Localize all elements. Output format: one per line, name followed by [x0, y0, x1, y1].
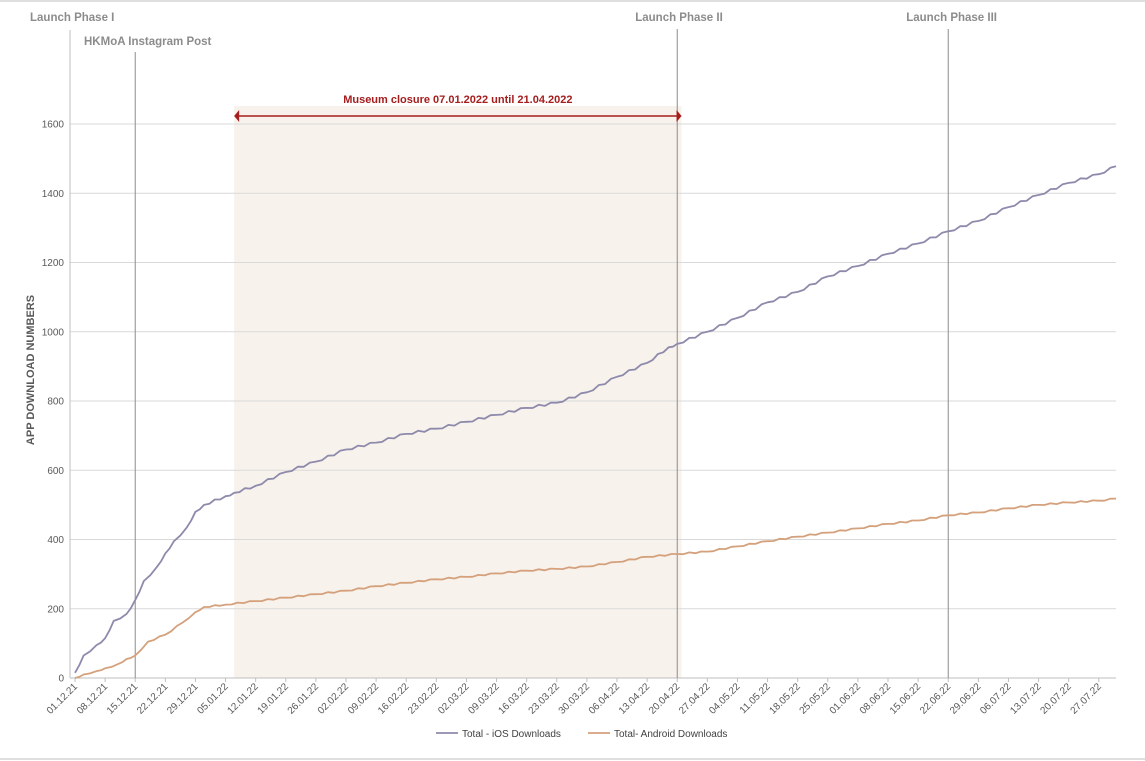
- marker-label-launch-phase-i: Launch Phase I: [30, 12, 114, 24]
- y-tick-label: 1200: [42, 258, 65, 269]
- x-tick-label: 22.12.21: [135, 681, 171, 717]
- x-tick-label: 06.07.22: [978, 681, 1014, 717]
- y-tick-label: 1400: [42, 189, 65, 200]
- x-tick-label: 11.05.22: [738, 681, 773, 716]
- y-tick-label: 600: [47, 466, 64, 477]
- y-axis-title: APP DOWNLOAD NUMBERS: [25, 295, 37, 445]
- x-tick-label: 02.03.22: [436, 681, 472, 717]
- y-tick-label: 800: [47, 397, 64, 408]
- legend-label-android: Total- Android Downloads: [614, 729, 727, 740]
- y-tick-label: 1600: [42, 120, 65, 131]
- x-tick-label: 18.05.22: [767, 681, 803, 717]
- closure-arrow-head-left: [234, 110, 240, 122]
- x-tick-label: 09.02.22: [346, 681, 382, 717]
- x-tick-label: 27.07.22: [1069, 681, 1105, 717]
- closure-shaded-region: [234, 106, 682, 678]
- x-tick-label: 29.12.21: [165, 681, 201, 717]
- x-tick-label: 09.03.22: [466, 681, 502, 717]
- closure-label: Museum closure 07.01.2022 until 21.04.20…: [343, 94, 572, 106]
- x-tick-label: 20.07.22: [1038, 681, 1074, 717]
- x-tick-label: 02.02.22: [316, 681, 352, 717]
- x-tick-label: 26.01.22: [286, 681, 322, 717]
- x-tick-label: 22.06.22: [918, 681, 954, 717]
- x-tick-label: 01.12.21: [45, 681, 81, 717]
- marker-label-hkmoa-instagram-post: HKMoA Instagram Post: [84, 36, 212, 48]
- y-tick-label: 200: [47, 604, 64, 615]
- y-tick-label: 1000: [42, 327, 65, 338]
- legend-label-ios: Total - iOS Downloads: [462, 729, 561, 740]
- x-tick-label: 13.07.22: [1008, 681, 1044, 717]
- x-tick-label: 04.05.22: [707, 681, 743, 717]
- x-tick-label: 05.01.22: [195, 681, 231, 717]
- x-tick-label: 19.01.22: [256, 681, 292, 717]
- y-tick-label: 0: [58, 674, 64, 685]
- x-tick-label: 30.03.22: [557, 681, 593, 717]
- x-tick-label: 23.03.22: [527, 681, 563, 717]
- x-tick-label: 16.03.22: [496, 681, 532, 717]
- y-tick-label: 400: [47, 535, 64, 546]
- closure-arrow-head-right: [676, 110, 682, 122]
- series-line-android: [74, 497, 1117, 679]
- x-tick-label: 27.04.22: [677, 681, 713, 717]
- x-tick-label: 29.06.22: [948, 681, 984, 717]
- series-line-ios: [74, 165, 1117, 674]
- x-tick-label: 23.02.22: [406, 681, 442, 717]
- x-tick-label: 13.04.22: [617, 681, 653, 717]
- x-tick-label: 12.01.22: [225, 681, 261, 717]
- marker-label-launch-phase-ii: Launch Phase II: [635, 12, 723, 24]
- x-tick-label: 06.04.22: [587, 681, 623, 717]
- x-tick-label: 16.02.22: [376, 681, 412, 717]
- x-tick-label: 01.06.22: [828, 681, 864, 717]
- x-tick-label: 15.06.22: [888, 681, 924, 717]
- x-tick-label: 08.06.22: [858, 681, 894, 717]
- x-tick-label: 25.05.22: [798, 681, 834, 717]
- x-tick-label: 15.12.21: [105, 681, 141, 717]
- x-tick-label: 20.04.22: [647, 681, 683, 717]
- marker-label-launch-phase-iii: Launch Phase III: [906, 12, 997, 24]
- x-tick-label: 08.12.21: [75, 681, 111, 717]
